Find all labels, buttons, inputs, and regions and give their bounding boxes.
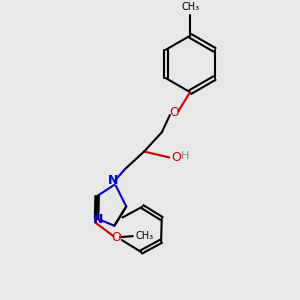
Text: N: N <box>108 174 118 187</box>
Text: O: O <box>171 151 181 164</box>
Text: CH₃: CH₃ <box>181 2 199 12</box>
Text: O: O <box>112 231 122 244</box>
Text: N: N <box>93 213 103 226</box>
Text: H: H <box>181 151 189 161</box>
Text: O: O <box>169 106 179 119</box>
Text: CH₃: CH₃ <box>136 231 154 241</box>
